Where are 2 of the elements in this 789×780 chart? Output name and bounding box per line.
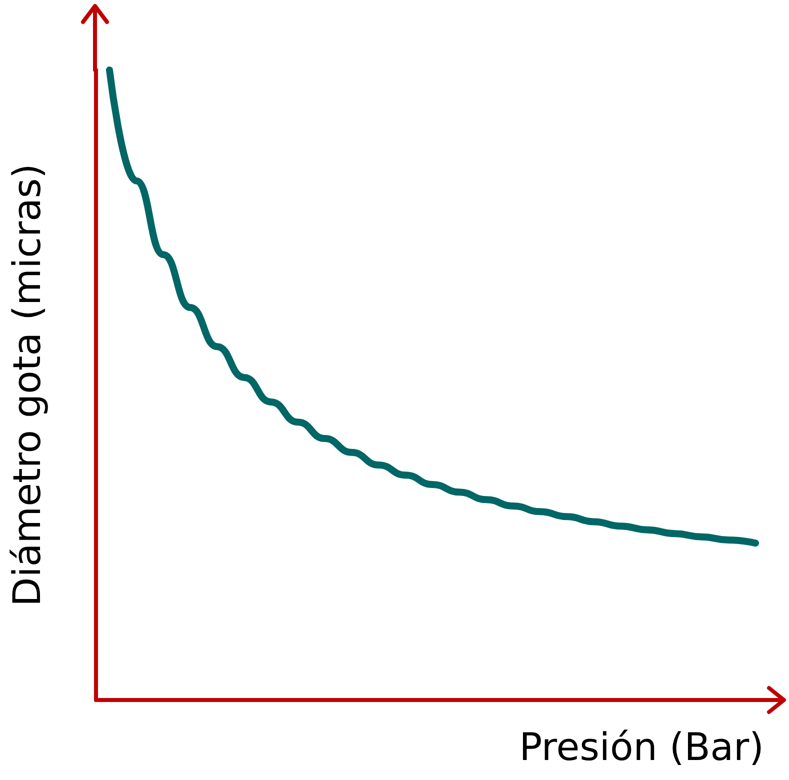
x-axis-title: Presión (Bar) xyxy=(519,725,764,769)
y-axis-title: Diámetro gota (micras) xyxy=(5,164,49,606)
